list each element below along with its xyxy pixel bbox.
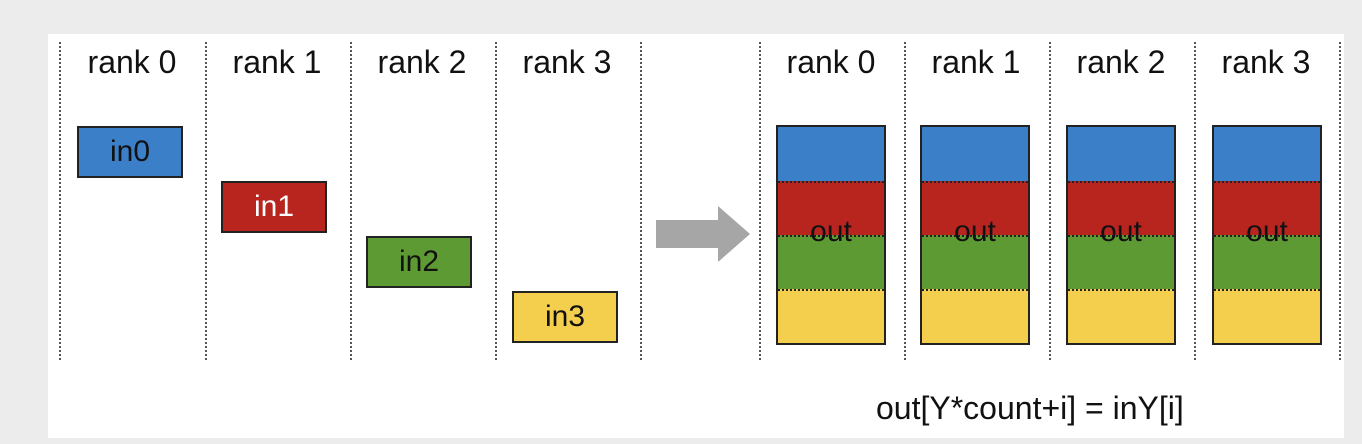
output-segment-in0 — [922, 127, 1028, 181]
output-label: out — [954, 215, 996, 248]
separator-line — [640, 42, 642, 360]
output-buffer-rank-1: out — [920, 125, 1030, 345]
output-label: out — [810, 215, 852, 248]
rank-label-after-0: rank 0 — [786, 44, 876, 80]
formula-caption: out[Y*count+i] = inY[i] — [876, 390, 1184, 426]
output-segment-in1 — [1214, 181, 1320, 235]
output-segment-in3 — [778, 289, 884, 343]
separator-line — [1194, 42, 1196, 360]
separator-line — [1049, 42, 1051, 360]
rank-label-before-0: rank 0 — [87, 44, 177, 80]
separator-line — [759, 42, 761, 360]
input-box-in0: in0 — [77, 126, 183, 178]
rank-label-before-1: rank 1 — [232, 44, 322, 80]
output-segment-in3 — [1068, 289, 1174, 343]
output-segment-in2 — [778, 235, 884, 289]
output-buffer-rank-2: out — [1066, 125, 1176, 345]
rank-label-after-2: rank 2 — [1076, 44, 1166, 80]
output-segment-in0 — [778, 127, 884, 181]
input-box-in3: in3 — [512, 291, 618, 343]
output-segment-in2 — [922, 235, 1028, 289]
right-arrow-icon — [656, 206, 752, 267]
output-segment-in2 — [1214, 235, 1320, 289]
output-segment-in0 — [1068, 127, 1174, 181]
output-segment-in1 — [1068, 181, 1174, 235]
output-label: out — [1100, 215, 1142, 248]
output-segment-in3 — [922, 289, 1028, 343]
input-box-in1: in1 — [221, 181, 327, 233]
separator-line — [59, 42, 61, 360]
rank-label-after-1: rank 1 — [931, 44, 1021, 80]
separator-line — [904, 42, 906, 360]
rank-label-before-3: rank 3 — [522, 44, 612, 80]
output-segment-in3 — [1214, 289, 1320, 343]
output-buffer-rank-0: out — [776, 125, 886, 345]
output-segment-in0 — [1214, 127, 1320, 181]
output-segment-in1 — [922, 181, 1028, 235]
separator-line — [495, 42, 497, 360]
output-segment-in2 — [1068, 235, 1174, 289]
rank-label-before-2: rank 2 — [377, 44, 467, 80]
separator-line — [350, 42, 352, 360]
rank-label-after-3: rank 3 — [1221, 44, 1311, 80]
input-box-in2: in2 — [366, 236, 472, 288]
output-label: out — [1246, 215, 1288, 248]
separator-line — [1339, 42, 1341, 360]
output-buffer-rank-3: out — [1212, 125, 1322, 345]
separator-line — [205, 42, 207, 360]
output-segment-in1 — [778, 181, 884, 235]
